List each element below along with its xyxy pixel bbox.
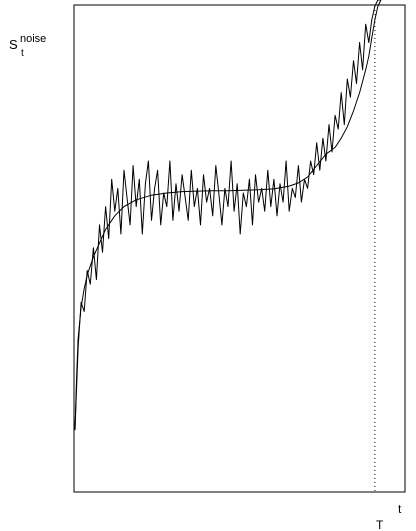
plot-frame [73, 4, 406, 493]
series-line-smooth [74, 0, 382, 431]
x-axis-label: t [398, 502, 402, 516]
marker-label: T [376, 518, 384, 531]
y-axis-label: S [9, 37, 18, 52]
y-axis-label-sub: t [21, 48, 24, 59]
series-layer [74, 0, 382, 431]
y-axis-label-main: S [9, 37, 18, 52]
y-axis-label-sup: noise [20, 33, 46, 45]
series-line-noisy [74, 0, 381, 431]
